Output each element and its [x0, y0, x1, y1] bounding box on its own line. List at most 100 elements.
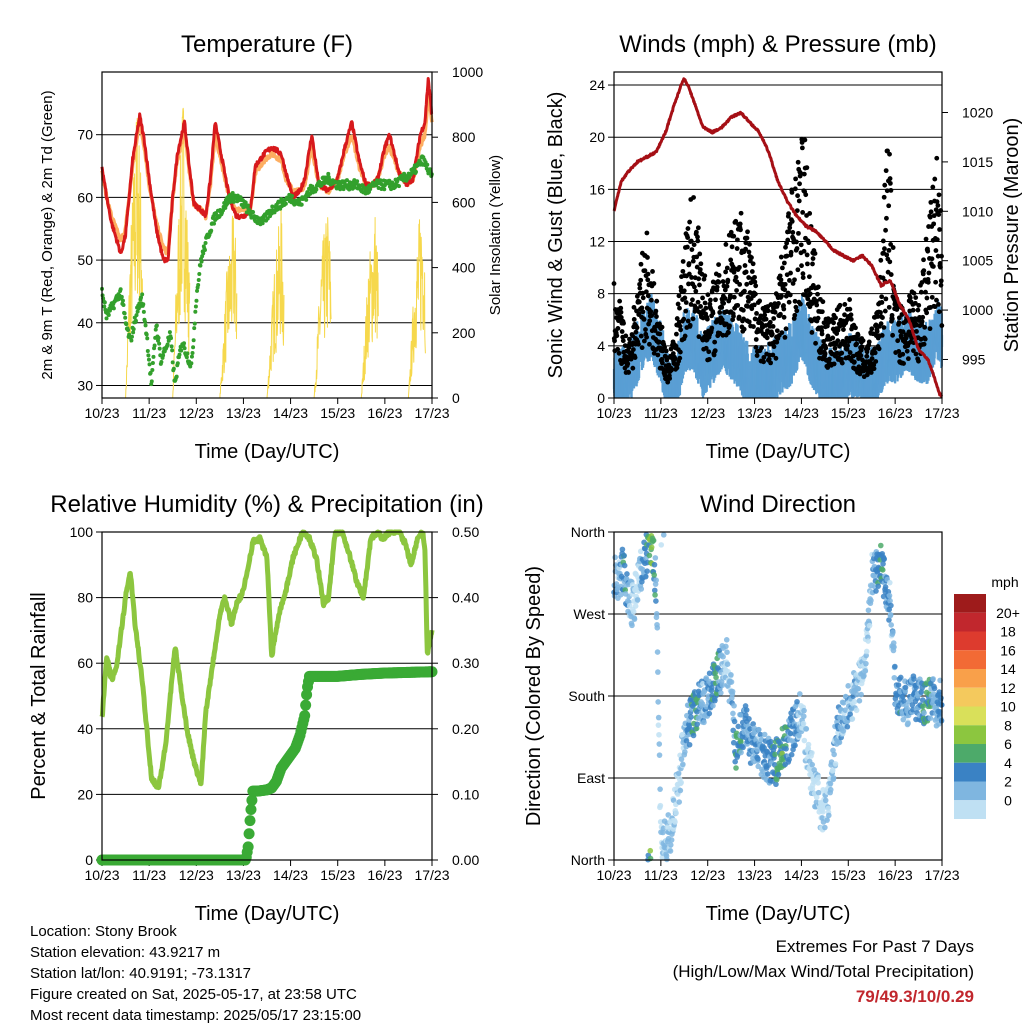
gust-point: [804, 165, 809, 170]
direction-point: [756, 727, 762, 733]
gust-point: [779, 255, 784, 260]
dewpoint-point: [185, 351, 189, 355]
gust-point: [653, 309, 658, 314]
gust-point: [696, 225, 701, 230]
x-tick-label-3: 13/23: [737, 867, 772, 883]
direction-point: [738, 750, 744, 756]
dewpoint-point: [124, 322, 128, 326]
gust-point: [880, 300, 885, 305]
gust-point: [937, 309, 942, 314]
direction-point: [776, 772, 782, 778]
direction-point: [653, 598, 659, 604]
gust-point: [856, 333, 861, 338]
gust-point: [719, 305, 724, 310]
gust-point: [881, 239, 886, 244]
gust-point: [790, 219, 795, 224]
dewpoint-point: [151, 355, 155, 359]
gust-point: [735, 303, 740, 308]
y-tick-label-0: 40: [77, 315, 93, 331]
dewpoint-point: [123, 316, 127, 320]
gust-point: [833, 315, 838, 320]
gust-point: [713, 297, 718, 302]
gust-point: [897, 320, 902, 325]
dewpoint-point: [132, 327, 136, 331]
gust-point: [887, 305, 892, 310]
direction-point: [701, 720, 707, 726]
gust-point: [881, 325, 886, 330]
gust-point: [660, 325, 665, 330]
direction-point: [620, 547, 626, 553]
gust-point: [768, 360, 773, 365]
direction-point: [864, 649, 870, 655]
gust-point: [725, 278, 730, 283]
x-tick-label-3: 14/23: [784, 867, 819, 883]
gust-point: [698, 267, 703, 272]
dewpoint-point: [182, 341, 186, 345]
dewpoint-point: [171, 360, 175, 364]
gust-point: [807, 211, 812, 216]
direction-point: [823, 798, 829, 804]
dewpoint-point: [150, 379, 154, 383]
gust-point: [799, 242, 804, 247]
direction-point: [802, 738, 808, 744]
direction-point: [680, 762, 686, 768]
gust-point: [621, 321, 626, 326]
solar-line: [220, 216, 237, 398]
gust-point: [754, 311, 759, 316]
direction-point: [672, 819, 678, 825]
y-axis-label-2: Percent & Total Rainfall: [28, 592, 50, 800]
gust-point: [646, 272, 651, 277]
direction-point: [635, 597, 641, 603]
direction-point: [653, 555, 659, 561]
y2-tick-label-2: 0.50: [452, 524, 479, 540]
y-tick-label-2: 80: [77, 590, 93, 606]
gust-point: [795, 267, 800, 272]
dewpoint-point: [425, 163, 429, 167]
x-tick-label-3: 16/23: [878, 867, 913, 883]
gust-point: [800, 145, 805, 150]
rain-point: [300, 700, 311, 711]
dewpoint-point: [155, 324, 159, 328]
gust-point: [716, 280, 721, 285]
y2-tick-label-1: 995: [962, 351, 986, 367]
direction-point: [729, 679, 735, 685]
direction-point: [656, 741, 662, 747]
gust-point: [895, 338, 900, 343]
direction-point: [652, 592, 658, 598]
gust-point: [683, 309, 688, 314]
dewpoint-point: [179, 349, 183, 353]
gust-point: [652, 281, 657, 286]
dewpoint-point: [212, 222, 216, 226]
gust-point: [858, 353, 863, 358]
gust-point: [833, 346, 838, 351]
direction-point: [867, 623, 873, 629]
gust-point: [783, 335, 788, 340]
y2-axis-label-0: Solar Insolation (Yellow): [487, 155, 504, 315]
x-tick-label-1: 10/23: [596, 405, 631, 421]
gust-point: [721, 301, 726, 306]
gust-point: [681, 317, 686, 322]
gust-point: [926, 271, 931, 276]
x-tick-label-2: 15/23: [320, 867, 355, 883]
direction-point: [621, 553, 627, 559]
gust-point: [766, 308, 771, 313]
gust-point: [688, 323, 693, 328]
dewpoint-point: [204, 241, 208, 245]
dewpoint-point: [414, 170, 418, 174]
gust-point: [632, 317, 637, 322]
dewpoint-point: [140, 292, 144, 296]
x-tick-label-0: 12/23: [179, 405, 214, 421]
gust-point: [757, 298, 762, 303]
y-tick-label-1: 4: [597, 338, 605, 354]
direction-point: [668, 842, 674, 848]
gust-point: [682, 296, 687, 301]
y-tick-label-1: 16: [589, 181, 605, 197]
direction-point: [631, 609, 637, 615]
gust-point: [631, 347, 636, 352]
direction-point: [723, 644, 729, 650]
gust-point: [882, 195, 887, 200]
gust-point: [645, 277, 650, 282]
gust-point: [931, 221, 936, 226]
dewpoint-point: [134, 319, 138, 323]
gust-point: [657, 332, 662, 337]
